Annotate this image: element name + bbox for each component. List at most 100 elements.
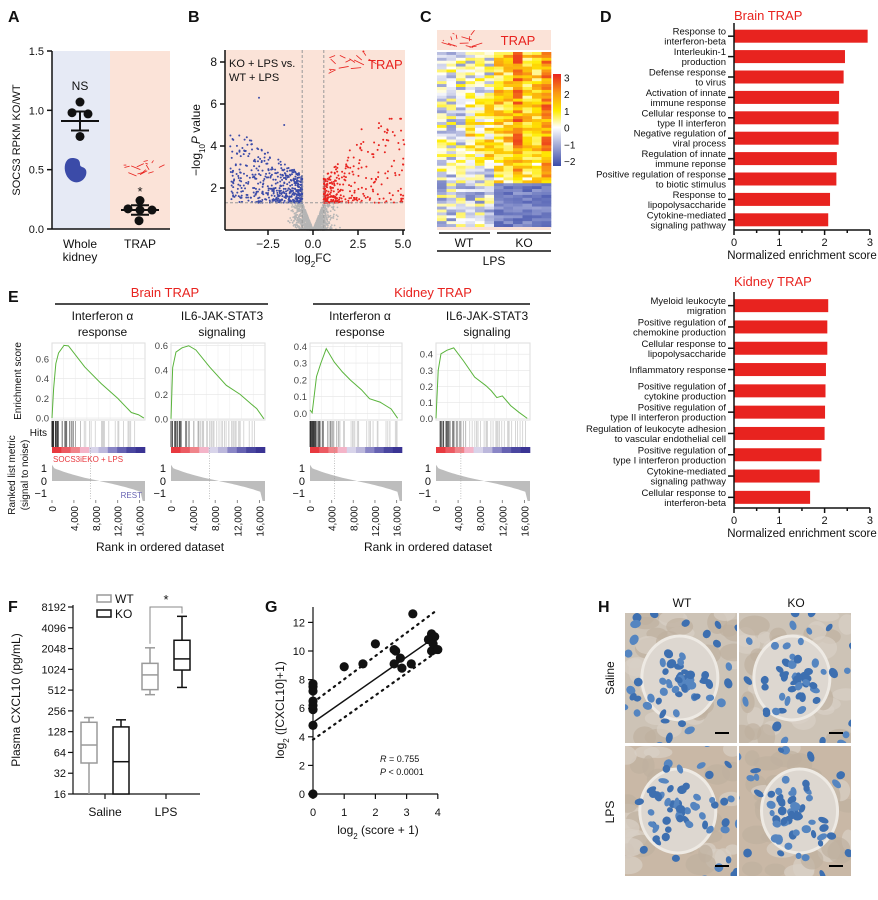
point-up <box>399 187 402 190</box>
heatmap-cell <box>494 116 504 120</box>
heatmap-cell <box>446 218 457 222</box>
heatmap-cell <box>494 159 504 164</box>
point-ns <box>298 207 300 210</box>
point-down <box>262 179 265 182</box>
heatmap-cell <box>446 151 457 155</box>
heatmap-cell <box>494 151 504 155</box>
heatmap-cell <box>513 87 523 91</box>
nucleus <box>844 667 851 674</box>
heatmap-cell <box>465 145 476 149</box>
box <box>80 721 98 764</box>
heatmap-cell <box>456 127 466 132</box>
point-ns <box>319 224 321 227</box>
y-tick-label: 0.0 <box>36 414 49 425</box>
heatmap-cell <box>532 54 542 59</box>
heatmap-cell <box>456 218 466 222</box>
heatmap-cell <box>446 174 457 178</box>
x-tick-label: 16,000 <box>255 506 266 537</box>
point-down <box>266 193 269 196</box>
rank-tick-label: 1 <box>41 463 47 475</box>
heatmap-cell <box>465 215 476 219</box>
point-down <box>295 197 298 200</box>
heatmap-cell <box>446 142 457 146</box>
point-up <box>327 200 330 203</box>
heatmap-cell <box>456 104 466 108</box>
point-ns <box>324 220 327 223</box>
heatmap-cell <box>532 218 542 222</box>
nucleus <box>693 793 702 801</box>
point-down <box>231 171 234 174</box>
point-ns <box>323 218 326 221</box>
label-part: log <box>295 251 311 265</box>
heatmap-cell <box>494 174 504 178</box>
nucleus <box>805 794 813 802</box>
point-up <box>383 130 386 133</box>
nucleus <box>720 825 730 834</box>
point-up <box>359 146 362 149</box>
point-down <box>268 172 271 175</box>
heatmap-cell <box>513 194 523 199</box>
panel-title: Kidney TRAP <box>734 274 812 289</box>
point-down <box>292 179 295 182</box>
heatmap-cell <box>456 157 466 161</box>
micrograph-ko-saline <box>739 613 851 743</box>
point-down <box>267 176 270 179</box>
heatmap-cell <box>494 122 504 126</box>
heatmap-cell <box>541 174 552 178</box>
category-label: Positive regulation of <box>638 317 727 328</box>
heatmap-cell <box>437 168 447 172</box>
heatmap-cell <box>456 54 466 59</box>
point-ns <box>292 210 294 213</box>
nucleus <box>777 850 785 857</box>
heatmap-cell <box>494 133 504 137</box>
nucleus <box>725 662 733 671</box>
heatmap-cell <box>541 78 552 82</box>
enrichment-curve <box>51 344 145 419</box>
heatmap-cell <box>437 180 447 184</box>
heatmap-cell <box>522 180 533 184</box>
category-label: interferon-beta <box>664 498 727 509</box>
heatmap-cell <box>456 154 466 158</box>
vessel-stroke <box>455 34 458 40</box>
heatmap-cell <box>465 180 476 184</box>
point-outlier <box>362 50 365 53</box>
point-down <box>286 170 289 173</box>
vessel-stroke <box>128 172 137 177</box>
heatmap-cell <box>513 89 523 94</box>
heatmap-cell <box>484 174 495 178</box>
nucleus <box>836 771 846 780</box>
point-down <box>291 183 294 186</box>
point-down <box>257 182 260 185</box>
cytoplasm <box>634 746 660 759</box>
heatmap-cell <box>437 142 447 146</box>
point-down <box>281 174 284 177</box>
heatmap-cell <box>541 89 552 94</box>
heatmap-cell <box>437 122 447 126</box>
heatmap-cell <box>446 159 457 164</box>
rank-colorbar-segment <box>61 447 71 453</box>
point-down <box>269 175 272 178</box>
heatmap-cell <box>456 180 466 184</box>
heatmap-cell <box>465 186 476 190</box>
nucleus <box>745 637 753 645</box>
heatmap-cell <box>522 162 533 167</box>
x-tick-label: 3 <box>867 515 873 527</box>
heatmap-cell <box>475 203 485 207</box>
point-ns <box>320 210 323 213</box>
heatmap-cell <box>513 75 523 79</box>
heatmap-cell <box>522 116 533 120</box>
heatmap-cell <box>513 209 523 213</box>
rank-colorbar-segment <box>52 447 62 453</box>
vessel-stroke <box>136 163 144 168</box>
point-up <box>394 174 397 177</box>
point-down <box>280 192 283 195</box>
point-down <box>284 187 287 190</box>
point-up <box>329 195 332 198</box>
point-down <box>239 171 242 174</box>
heatmap-cell <box>522 186 533 190</box>
point-down <box>255 177 258 180</box>
point-down <box>268 199 271 202</box>
heatmap-cell <box>494 139 504 143</box>
rank-tick-label: −1 <box>418 488 431 500</box>
